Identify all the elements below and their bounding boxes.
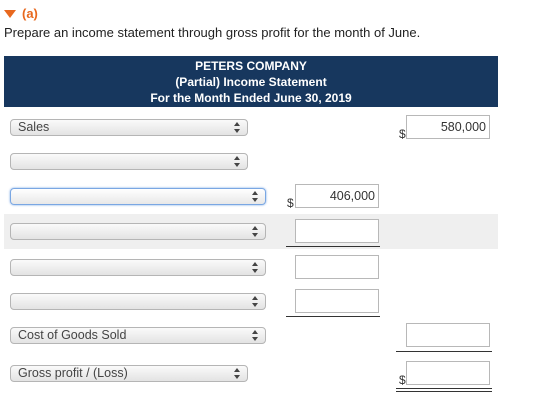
select-arrows-icon (252, 226, 259, 237)
amount-input-row-3-col-1[interactable]: 406,000 (295, 184, 379, 208)
account-select-row-6[interactable] (10, 293, 266, 310)
statement-title: (Partial) Income Statement (175, 75, 327, 89)
account-select-row-2[interactable] (10, 153, 248, 170)
select-arrows-icon (252, 191, 259, 202)
account-select-row-3[interactable] (10, 188, 266, 205)
account-select-row-7[interactable]: Cost of Goods Sold (10, 327, 266, 344)
part-a-toggle[interactable]: (a) (4, 4, 38, 22)
subtotal-rule (286, 246, 380, 247)
caret-down-icon (4, 9, 16, 18)
statement-header: PETERS COMPANY (Partial) Income Statemen… (4, 56, 498, 107)
select-arrows-icon (252, 262, 259, 273)
amount-input-row-8-col-2[interactable] (406, 361, 490, 385)
total-double-rule-top (396, 388, 492, 389)
select-arrows-icon (252, 296, 259, 307)
dollar-sign: $ (399, 373, 406, 387)
dollar-sign: $ (287, 196, 294, 210)
statement-period: For the Month Ended June 30, 2019 (150, 91, 352, 105)
select-arrows-icon (252, 330, 259, 341)
account-select-value: Cost of Goods Sold (18, 328, 127, 342)
company-name: PETERS COMPANY (195, 59, 307, 73)
part-label: (a) (22, 5, 38, 21)
instruction-text: Prepare an income statement through gros… (4, 25, 421, 40)
amount-input-row-7-col-2[interactable] (406, 323, 490, 347)
account-select-row-4[interactable] (10, 223, 266, 240)
amount-input-row-6-col-1[interactable] (295, 289, 379, 313)
account-select-row-5[interactable] (10, 259, 266, 276)
select-arrows-icon (234, 156, 241, 167)
account-select-row-1[interactable]: Sales (10, 119, 248, 136)
subtotal-rule (396, 351, 492, 352)
total-double-rule-bottom (396, 391, 492, 392)
account-select-value: Gross profit / (Loss) (18, 366, 128, 380)
amount-input-row-5-col-1[interactable] (295, 255, 379, 279)
subtotal-rule (286, 316, 380, 317)
account-select-row-8[interactable]: Gross profit / (Loss) (10, 365, 248, 382)
amount-input-row-1-col-2[interactable]: 580,000 (406, 115, 490, 139)
amount-input-row-4-col-1[interactable] (295, 219, 379, 243)
select-arrows-icon (234, 122, 241, 133)
account-select-value: Sales (18, 120, 50, 134)
select-arrows-icon (234, 368, 241, 379)
dollar-sign: $ (399, 127, 406, 141)
